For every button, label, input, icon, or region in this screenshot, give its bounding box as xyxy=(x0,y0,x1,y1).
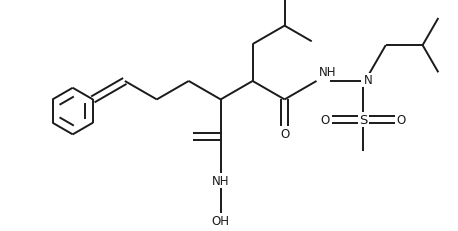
Text: O: O xyxy=(280,128,289,140)
Text: N: N xyxy=(363,74,372,87)
Text: O: O xyxy=(321,114,330,127)
Text: O: O xyxy=(397,114,406,127)
Text: NH: NH xyxy=(318,66,336,79)
Text: OH: OH xyxy=(212,214,229,227)
Text: S: S xyxy=(359,114,368,127)
Text: NH: NH xyxy=(212,174,229,187)
